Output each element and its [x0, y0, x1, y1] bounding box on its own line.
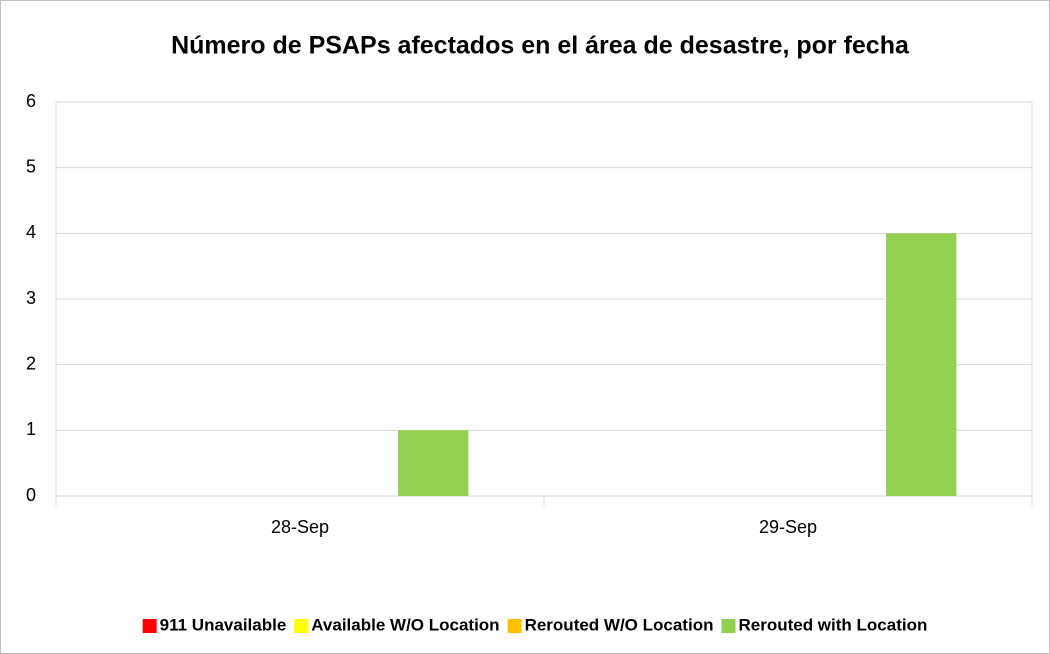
y-tick-label: 4: [26, 222, 36, 242]
bar: [398, 430, 469, 496]
bar: [886, 233, 957, 497]
legend-swatch: [507, 619, 522, 633]
chart-title: Número de PSAPs afectados en el área de …: [171, 32, 910, 60]
legend-swatch: [294, 619, 309, 633]
legend-label: Rerouted W/O Location: [525, 615, 714, 634]
legend-label: 911 Unavailable: [160, 615, 287, 634]
y-tick-label: 5: [26, 156, 36, 176]
x-tick-label: 29-Sep: [759, 517, 817, 537]
legend-label: Rerouted with Location: [738, 615, 927, 634]
legend-label: Available W/O Location: [311, 615, 499, 634]
y-tick-label: 0: [26, 485, 36, 505]
y-tick-label: 6: [26, 91, 36, 111]
y-tick-label: 3: [26, 288, 36, 308]
x-tick-label: 28-Sep: [271, 517, 329, 537]
legend-swatch: [721, 619, 736, 633]
legend-swatch: [142, 619, 157, 633]
y-tick-label: 2: [26, 353, 36, 373]
y-tick-label: 1: [26, 419, 36, 439]
